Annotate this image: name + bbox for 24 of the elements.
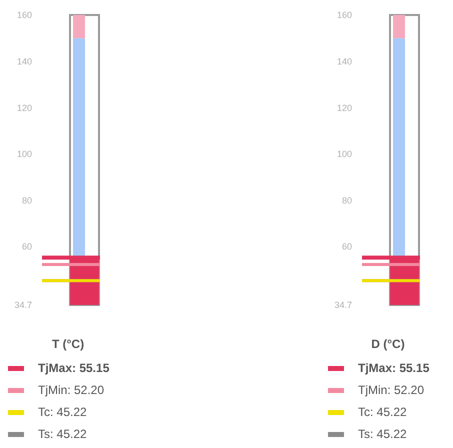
legend-label: TjMin: 52.20 [38,383,104,397]
y-tick-label: 140 [336,56,352,66]
y-tick-label: 100 [336,149,352,160]
legend-label: TjMax: 55.15 [38,361,110,375]
legend-label: TjMin: 52.20 [358,383,424,397]
legend-label: Tc: 45.22 [38,405,87,419]
y-tick-label: 160 [336,10,352,20]
legend-title: T (°C) [50,337,86,353]
legend-label: Tc: 45.22 [358,405,407,419]
y-tick-label: 120 [16,102,32,113]
y-tick-label: 80 [342,195,352,206]
legend-label: Ts: 45.22 [358,427,407,441]
y-tick-label: 140 [16,56,32,66]
legend-label: TjMax: 55.15 [358,361,430,375]
legend-title: D (°C) [370,337,406,353]
y-tick-label: 120 [336,102,352,113]
y-tick-label: 34.7 [334,300,352,310]
y-tick-label: 60 [342,242,352,252]
y-tick-label: 160 [16,10,32,20]
legend-label: Ts: 45.22 [38,427,87,441]
y-tick-label: 80 [22,195,32,206]
y-tick-label: 34.7 [14,300,32,310]
y-tick-label: 100 [16,149,32,160]
y-tick-label: 60 [22,242,32,252]
